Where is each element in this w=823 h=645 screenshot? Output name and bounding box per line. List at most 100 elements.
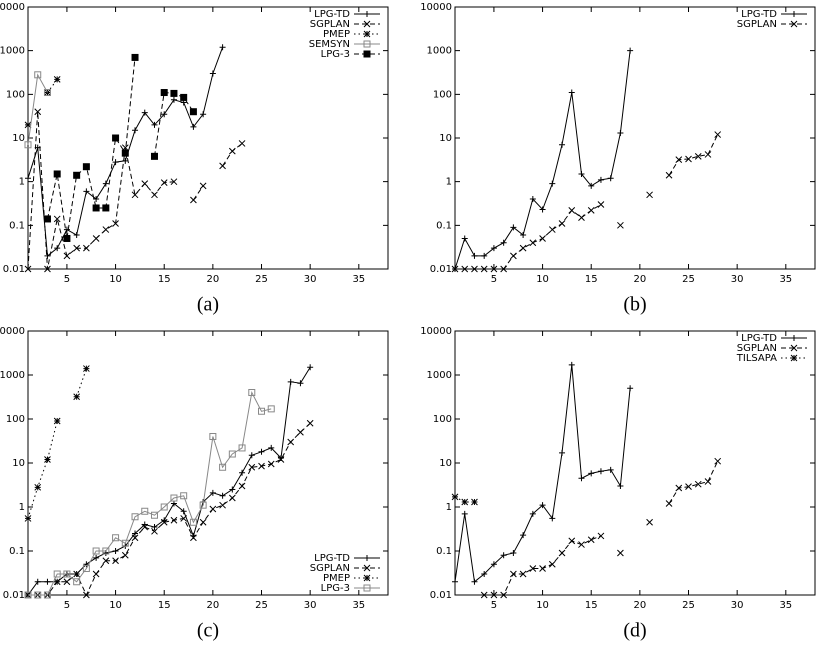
marker [63, 252, 71, 260]
marker [34, 108, 42, 116]
x-tick-label: 5 [64, 274, 70, 285]
legend-marker [790, 354, 798, 362]
marker [267, 460, 275, 468]
marker [248, 463, 256, 471]
marker [43, 89, 51, 97]
legend-marker [364, 555, 370, 561]
legend-label: SGPLAN [310, 563, 350, 574]
y-tick-label: 10 [12, 133, 25, 144]
marker [461, 510, 468, 517]
marker [73, 244, 81, 252]
marker [93, 196, 100, 203]
marker [190, 123, 197, 130]
marker [141, 109, 148, 116]
series-line [27, 368, 87, 519]
y-tick-label: 1000 [0, 46, 25, 57]
y-tick-label: 0.1 [436, 220, 452, 231]
marker [112, 548, 119, 554]
marker [112, 134, 120, 142]
marker [471, 252, 478, 259]
series-line [454, 50, 631, 270]
marker [24, 591, 32, 599]
y-tick-label: 10000 [420, 2, 452, 13]
marker [714, 131, 722, 138]
marker [43, 215, 51, 223]
legend-marker [363, 50, 371, 58]
marker [500, 552, 507, 559]
legend-label: LPG-TD [741, 9, 777, 20]
marker [190, 196, 197, 204]
marker [112, 220, 119, 227]
x-tick-label: 5 [491, 600, 497, 611]
marker [694, 152, 702, 160]
x-tick-label: 5 [491, 274, 497, 285]
marker [539, 565, 546, 572]
x-tick-label: 30 [304, 600, 317, 611]
marker [665, 171, 673, 179]
marker [151, 121, 158, 128]
marker [112, 159, 119, 166]
marker [471, 265, 478, 273]
x-tick-label: 15 [158, 274, 171, 285]
marker [539, 206, 546, 213]
marker [558, 549, 566, 557]
y-tick-label: 0.01 [3, 264, 25, 275]
x-tick-label: 35 [352, 274, 365, 285]
caption: (d) [623, 620, 646, 642]
chart: 0.01 0.1 1 10 100 1000 10000 5 10 15 20 25 30 35 (c) LP… [0, 326, 389, 642]
legend-label: SGPLAN [310, 19, 350, 30]
x-tick-label: 30 [731, 274, 744, 285]
x-tick-label: 20 [206, 274, 219, 285]
marker [121, 539, 129, 547]
marker [258, 462, 265, 470]
marker [578, 541, 585, 548]
marker [141, 180, 149, 188]
marker [588, 470, 595, 477]
marker [53, 578, 61, 586]
marker [180, 492, 188, 500]
marker [53, 570, 61, 578]
marker [34, 483, 42, 491]
marker [548, 226, 556, 233]
marker [219, 44, 226, 51]
marker [102, 226, 110, 233]
marker [83, 244, 90, 252]
marker [559, 141, 566, 148]
marker [588, 182, 595, 189]
marker [228, 450, 236, 458]
marker [73, 171, 81, 179]
marker [471, 498, 478, 506]
marker [646, 518, 653, 526]
marker [53, 417, 61, 425]
marker [24, 515, 32, 522]
legend-label: PMEP [323, 29, 350, 40]
x-tick-label: 30 [731, 600, 744, 611]
marker [189, 518, 197, 526]
marker [73, 578, 81, 586]
legend-marker [363, 30, 371, 38]
legend-marker [791, 11, 797, 17]
marker [568, 207, 576, 214]
series-line [28, 422, 311, 597]
marker [34, 71, 42, 79]
legend-marker [364, 11, 370, 17]
caption: (c) [197, 620, 219, 642]
y-tick-label: 100 [6, 414, 25, 425]
x-tick-label: 5 [64, 600, 70, 611]
marker [131, 53, 139, 61]
marker [160, 179, 168, 186]
marker [578, 214, 585, 221]
marker [549, 180, 556, 187]
marker [568, 361, 575, 368]
marker [121, 149, 129, 157]
series-line [27, 73, 48, 145]
marker [228, 147, 236, 155]
marker [258, 407, 266, 415]
marker [132, 127, 139, 134]
y-tick-label: 100 [433, 89, 452, 100]
legend-marker [363, 584, 371, 592]
marker [297, 380, 304, 387]
marker [112, 534, 120, 542]
series-line [47, 57, 194, 239]
marker [180, 515, 188, 522]
